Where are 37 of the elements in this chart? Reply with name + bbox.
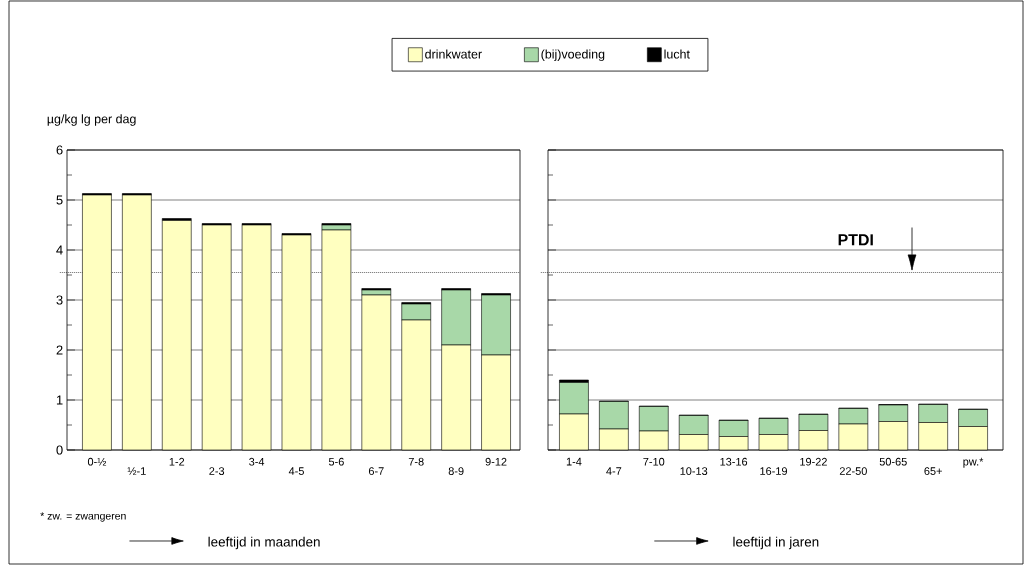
x-tick-label: 6-7 bbox=[368, 467, 384, 475]
y-tick-label: 0 bbox=[56, 445, 63, 455]
x-axis-title: leeftijd in jaren bbox=[733, 536, 819, 550]
x-tick-label: 7-10 bbox=[643, 457, 665, 466]
x-tick-label: 19-22 bbox=[800, 457, 827, 466]
x-tick-label: 5-6 bbox=[328, 457, 344, 466]
x-tick-label: 65+ bbox=[924, 467, 942, 475]
legend-label: (bij)voeding bbox=[541, 49, 605, 62]
y-tick-label: 6 bbox=[56, 145, 63, 155]
x-tick-label: 9-12 bbox=[485, 457, 507, 466]
y-tick-label: 1 bbox=[56, 395, 63, 405]
x-tick-label: 13-16 bbox=[720, 457, 748, 466]
x-tick-label: 2-3 bbox=[209, 467, 225, 475]
x-tick-label: 0-½ bbox=[87, 457, 107, 466]
x-tick-label: 4-7 bbox=[606, 467, 622, 475]
x-tick-label: 1-2 bbox=[169, 457, 185, 466]
x-tick-label: 7-8 bbox=[408, 457, 424, 466]
y-tick-label: 3 bbox=[56, 295, 63, 305]
x-tick-label: 16-19 bbox=[760, 467, 788, 475]
x-tick-label: 4-5 bbox=[288, 467, 304, 475]
x-tick-label: 1-4 bbox=[566, 457, 582, 466]
legend-label: drinkwater bbox=[425, 49, 482, 59]
legend-label: lucht bbox=[664, 49, 690, 59]
text: * zw. = zwangeren bbox=[40, 512, 126, 522]
x-tick-label: 10-13 bbox=[680, 467, 708, 475]
y-tick-label: 5 bbox=[56, 195, 63, 205]
ref-line-label: PTDI bbox=[838, 234, 873, 246]
y-tick-label: 4 bbox=[56, 245, 63, 255]
x-tick-label: 3-4 bbox=[249, 457, 265, 466]
y-tick-label: 2 bbox=[56, 345, 63, 355]
y-axis-title: µg/kg lg per dag bbox=[47, 114, 136, 126]
x-tick-label: 22-50 bbox=[839, 467, 867, 475]
x-axis-title: leeftijd in maanden bbox=[208, 536, 320, 550]
x-tick-label: 8-9 bbox=[448, 467, 464, 475]
x-tick-label: pw.* bbox=[963, 457, 984, 468]
x-tick-label: 50-65 bbox=[879, 457, 907, 466]
x-tick-label: ½-1 bbox=[127, 467, 146, 475]
